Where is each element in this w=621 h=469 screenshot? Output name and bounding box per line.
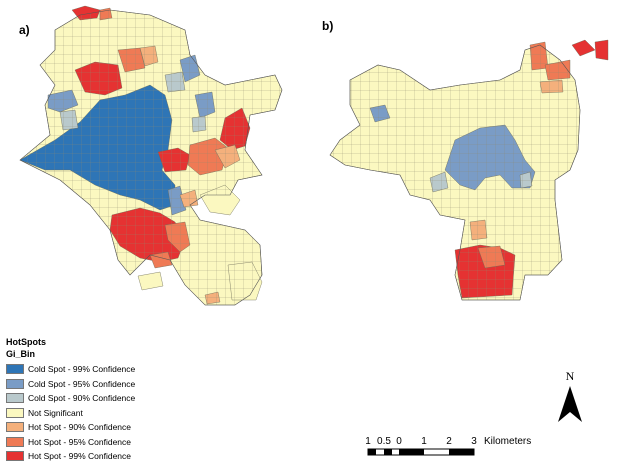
legend-label: Hot Spot - 95% Confidence [28, 436, 132, 447]
scale-tick-label: 3 [471, 436, 477, 447]
legend-item: Hot Spot - 90% Confidence [6, 420, 206, 435]
legend-title: HotSpots [6, 337, 46, 347]
legend-swatch [6, 451, 24, 462]
scale-tick-label: 0 [396, 436, 402, 447]
legend-label: Cold Spot - 90% Confidence [28, 393, 136, 404]
scale-unit: Kilometers [484, 436, 531, 447]
panel-label-a: a) [19, 23, 30, 37]
legend-label: Hot Spot - 99% Confidence [28, 451, 132, 462]
scale-tick-label: 1 [421, 436, 427, 447]
scale-tick-label: 1 [365, 436, 371, 447]
legend-item: Cold Spot - 95% Confidence [6, 377, 206, 392]
map-a [19, 5, 283, 306]
legend-item: Not Significant [6, 406, 206, 421]
legend-item: Cold Spot - 90% Confidence [6, 391, 206, 406]
legend-field: Gi_Bin [6, 349, 36, 359]
legend-swatch [6, 393, 24, 404]
north-arrow-icon: N [558, 369, 582, 422]
legend-item: Hot Spot - 95% Confidence [6, 435, 206, 450]
scale-tick-label: 0.5 [377, 436, 391, 447]
legend-label: Cold Spot - 99% Confidence [28, 364, 136, 375]
legend-swatch [6, 422, 24, 433]
legend-swatch [6, 364, 24, 375]
legend-item: Hot Spot - 99% Confidence [6, 449, 206, 464]
legend-item: Cold Spot - 99% Confidence [6, 362, 206, 377]
legend-swatch [6, 436, 24, 447]
legend-label: Not Significant [28, 407, 83, 418]
legend: HotSpots Gi_Bin Cold Spot - 99% Confiden… [6, 336, 206, 464]
scale-bar: 1 0.5 0 1 2 3 Kilometers [365, 436, 531, 456]
panel-label-b: b) [322, 19, 334, 33]
legend-swatch [6, 407, 24, 418]
scale-tick-label: 2 [446, 436, 452, 447]
map-b [329, 39, 609, 301]
legend-label: Cold Spot - 95% Confidence [28, 378, 136, 389]
north-letter: N [566, 369, 575, 383]
legend-swatch [6, 378, 24, 389]
legend-label: Hot Spot - 90% Confidence [28, 422, 132, 433]
